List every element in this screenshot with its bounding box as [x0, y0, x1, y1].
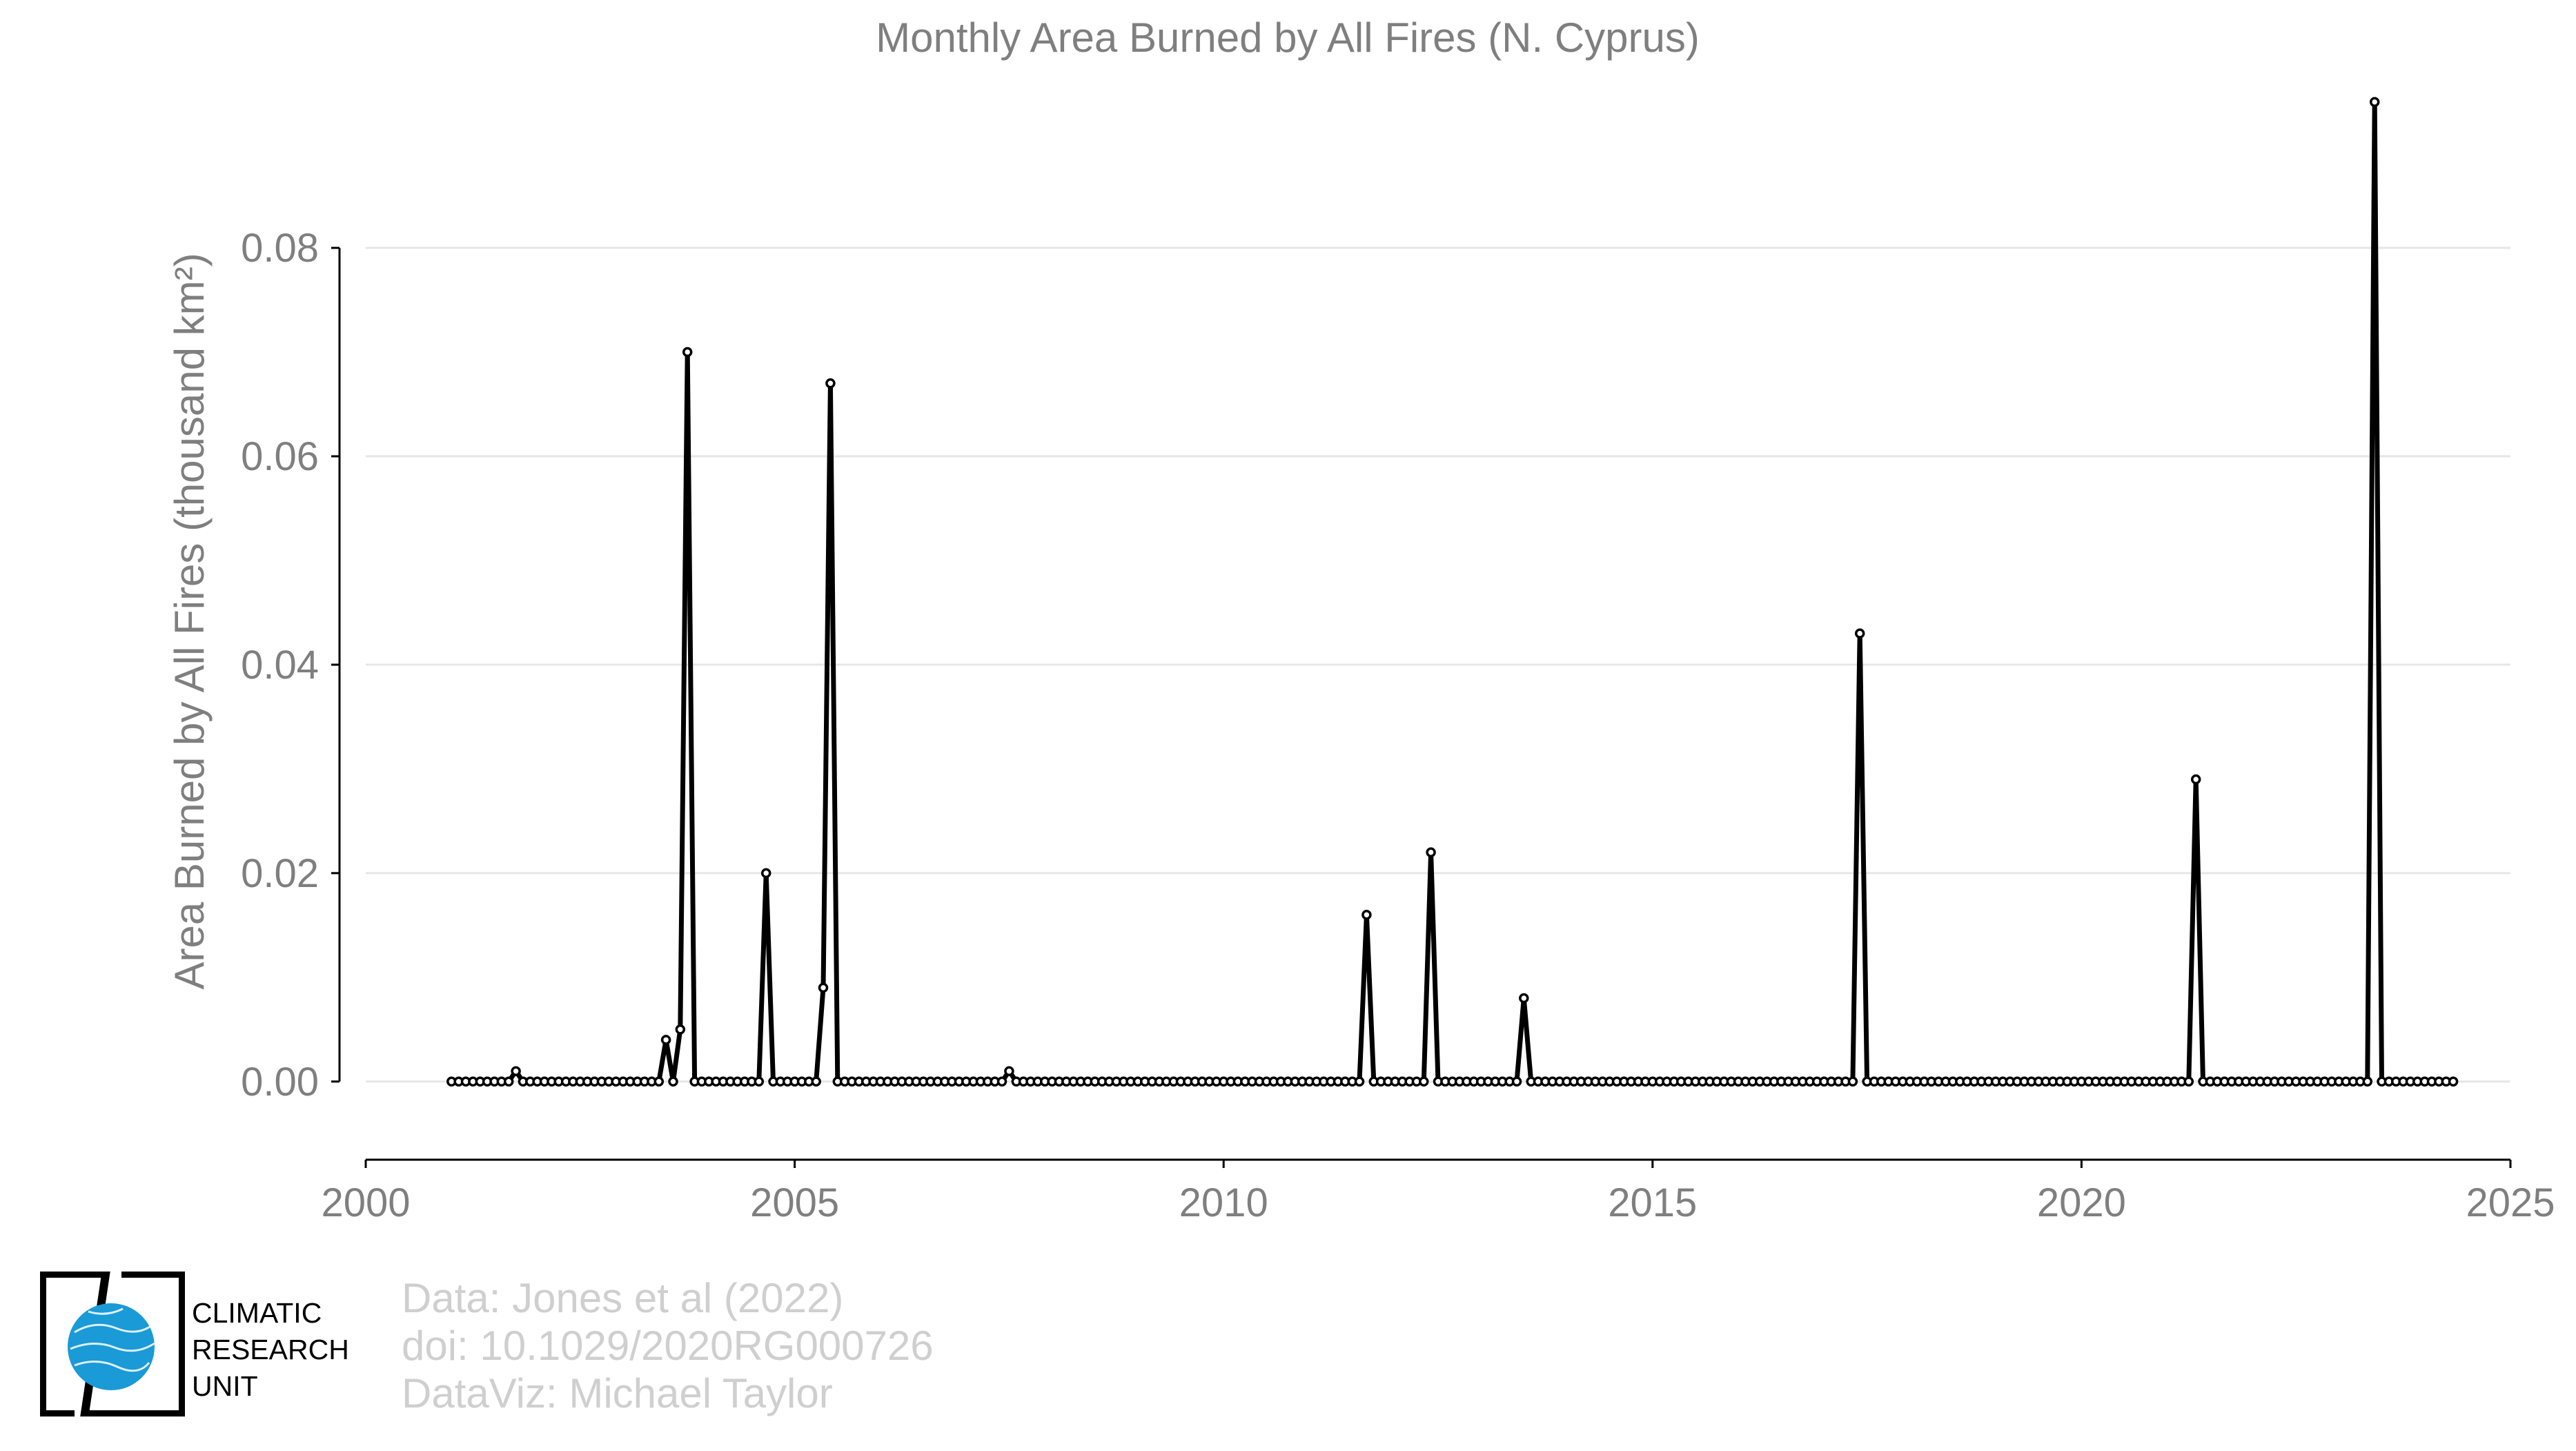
- data-point: [675, 1024, 686, 1035]
- data-point: [754, 1076, 765, 1087]
- data-point: [1354, 1076, 1365, 1087]
- data-point: [1854, 628, 1865, 639]
- y-tick-label: 0.02: [241, 851, 319, 896]
- data-point: [2369, 97, 2380, 107]
- data-point: [1847, 1076, 1858, 1087]
- data-point: [811, 1076, 821, 1087]
- credit-data-source: Data: Jones et al (2022): [402, 1275, 844, 1321]
- data-point: [682, 347, 693, 358]
- x-tick-label: 2000: [321, 1180, 410, 1225]
- data-point: [1004, 1066, 1014, 1076]
- data-point: [1426, 847, 1436, 857]
- x-tick-label: 2010: [1179, 1180, 1268, 1225]
- y-axis-label: Area Burned by All Fires (thousand km²): [166, 253, 213, 989]
- data-point: [2183, 1076, 2194, 1087]
- cru-logo-text: CLIMATIC RESEARCH UNIT: [192, 1295, 349, 1405]
- data-points: [446, 97, 2459, 1087]
- logo-line-3: UNIT: [192, 1370, 258, 1402]
- cru-logo-icon: [39, 1269, 186, 1419]
- y-tick-label: 0.06: [241, 434, 319, 479]
- x-axis: 2000 2005 2010 2015 2020 2025: [321, 1158, 2555, 1225]
- credit-doi: doi: 10.1029/2020RG000726: [402, 1323, 934, 1369]
- data-point: [668, 1076, 678, 1087]
- x-tick-label: 2025: [2466, 1180, 2555, 1225]
- x-tick-label: 2015: [1608, 1180, 1697, 1225]
- logo-line-1: CLIMATIC: [192, 1297, 322, 1329]
- data-point: [818, 982, 829, 993]
- data-point: [825, 378, 836, 389]
- data-point: [760, 868, 771, 879]
- y-tick-label: 0.04: [241, 643, 319, 688]
- data-point: [511, 1066, 521, 1076]
- data-point: [660, 1035, 671, 1045]
- data-point: [653, 1076, 665, 1087]
- credits: Data: Jones et al (2022) doi: 10.1029/20…: [402, 1274, 934, 1417]
- data-point: [1361, 909, 1372, 920]
- data-point: [1419, 1076, 1429, 1087]
- data-point: [2190, 774, 2201, 785]
- data-point: [2362, 1076, 2373, 1087]
- data-point: [2448, 1076, 2459, 1087]
- cru-logo: [39, 1269, 186, 1419]
- x-tick-label: 2005: [750, 1180, 839, 1225]
- data-point: [1519, 993, 1529, 1004]
- data-point: [996, 1076, 1007, 1087]
- data-point: [503, 1076, 514, 1087]
- data-point: [1511, 1076, 1522, 1087]
- y-tick-label: 0.08: [241, 226, 319, 271]
- chart-title: Monthly Area Burned by All Fires (N. Cyp…: [876, 14, 1700, 61]
- logo-line-2: RESEARCH: [192, 1334, 349, 1365]
- credit-dataviz: DataViz: Michael Taylor: [402, 1370, 833, 1416]
- x-tick-label: 2020: [2037, 1180, 2126, 1225]
- y-tick-label: 0.00: [241, 1060, 319, 1104]
- y-axis-ticks: 0.00 0.02 0.04 0.06 0.08: [241, 226, 341, 1104]
